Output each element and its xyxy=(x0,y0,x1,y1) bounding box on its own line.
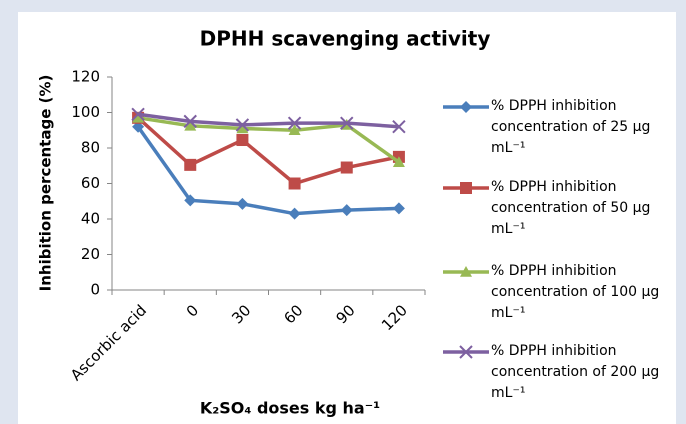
marker xyxy=(392,202,405,215)
y-tick-label: 80 xyxy=(81,139,100,157)
legend-label: % DPPH inhibition concentration of 25 µg… xyxy=(491,98,651,156)
legend-label: % DPPH inhibition concentration of 200 µ… xyxy=(491,343,660,401)
y-axis-label: Inhibition percentage (%) xyxy=(37,75,55,292)
x-tick-label: 0 xyxy=(183,301,202,320)
marker xyxy=(235,118,250,132)
x-tick-label: 120 xyxy=(378,301,411,334)
marker xyxy=(340,161,353,174)
marker xyxy=(236,122,249,134)
y-tick-label: 100 xyxy=(71,103,100,121)
y-tick-label: 40 xyxy=(81,210,100,228)
chart-title: DPHH scavenging activity xyxy=(200,27,491,51)
marker xyxy=(460,266,472,277)
series-line xyxy=(137,116,400,164)
x-axis-label: K₂SO₄ doses kg ha⁻¹ xyxy=(200,399,380,418)
marker xyxy=(184,119,197,131)
x-tick-label: 90 xyxy=(333,301,359,327)
marker xyxy=(183,114,197,129)
x-tick-label: 60 xyxy=(280,301,306,327)
marker xyxy=(288,124,301,136)
legend-label: % DPPH inhibition concentration of 50 µg… xyxy=(491,179,651,237)
marker xyxy=(392,156,405,167)
series-line xyxy=(136,116,400,186)
marker xyxy=(340,204,353,217)
marker xyxy=(132,111,145,123)
y-tick-label: 20 xyxy=(81,245,100,263)
marker xyxy=(236,134,249,147)
marker xyxy=(236,197,249,210)
marker xyxy=(459,345,473,359)
marker xyxy=(131,107,145,121)
marker xyxy=(287,116,302,130)
marker xyxy=(392,119,406,134)
y-tick-label: 120 xyxy=(71,68,100,86)
chart-panel xyxy=(18,12,676,424)
marker xyxy=(460,182,472,194)
x-tick-label: Ascorbic acid xyxy=(67,301,150,384)
marker xyxy=(184,158,197,171)
y-tick-label: 0 xyxy=(90,281,100,299)
marker xyxy=(184,194,197,207)
series-line xyxy=(136,125,399,216)
y-tick-label: 60 xyxy=(81,174,100,192)
marker xyxy=(460,101,472,113)
x-tick-label: 30 xyxy=(228,301,254,327)
series-line xyxy=(137,112,400,129)
legend-label: % DPPH inhibition concentration of 100 µ… xyxy=(491,263,660,321)
marker xyxy=(288,207,301,220)
marker xyxy=(340,116,354,130)
marker xyxy=(288,177,301,190)
